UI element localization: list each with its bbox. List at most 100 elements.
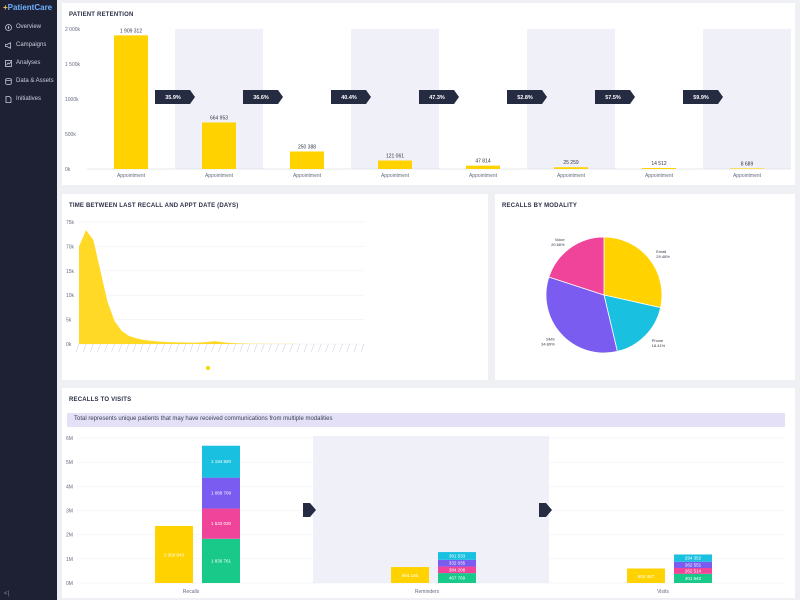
x-tick-mark	[168, 343, 172, 353]
recalls-to-visits-title: RECALLS TO VISITS	[69, 397, 132, 403]
x-tick-mark	[318, 343, 322, 353]
stack-segment-label: 384 208	[449, 567, 466, 572]
x-tick-mark	[261, 343, 265, 353]
stack-segment-label: 332 035	[449, 561, 466, 566]
retention-category-label: Appointment	[645, 173, 674, 179]
conversion-step-arrow	[155, 90, 195, 104]
stack-segment	[202, 477, 240, 509]
recall-time-chart: 75k 70k 15k 10k 5k 0k	[66, 220, 365, 353]
sidebar-item-campaigns[interactable]: Campaigns	[0, 36, 57, 54]
retention-bar	[378, 160, 412, 169]
sidebar-item-analyses[interactable]: Analyses	[0, 54, 57, 72]
total-bar-label: 664 140	[402, 573, 419, 578]
y-tick-label: 4M	[66, 484, 73, 490]
retention-bar	[466, 165, 500, 169]
stack-segment	[202, 508, 240, 539]
retention-bar	[554, 167, 588, 169]
x-tick-mark	[246, 343, 251, 353]
retention-bar	[642, 167, 676, 169]
stack-segment-label: 1 194 820	[211, 459, 232, 464]
retention-bar	[290, 151, 324, 169]
patient-retention-card: PATIENT RETENTION 2 000k 1 500k 1000k 500k 0…	[62, 3, 795, 185]
collapse-sidebar-button[interactable]: <|	[4, 591, 10, 597]
stack-segment	[202, 445, 240, 478]
pie-slice-email	[603, 236, 663, 309]
x-tick-mark	[189, 343, 194, 353]
app-logo[interactable]: +PatientCare	[3, 3, 53, 12]
retention-category-label: Appointment	[557, 173, 586, 179]
x-tick-mark	[232, 343, 236, 353]
retention-category-label: Appointment	[205, 173, 234, 179]
conversion-step-label: 52.8%	[517, 95, 533, 101]
legend-swatch	[206, 366, 210, 370]
conversion-step-arrow	[331, 90, 371, 104]
sidebar-item-label: Overview	[16, 24, 42, 30]
x-tick-mark	[211, 343, 215, 353]
y-tick-label: 10k	[66, 293, 75, 299]
document-icon	[5, 95, 12, 103]
pie-slice-label: Phone	[652, 338, 664, 343]
megaphone-icon	[5, 41, 11, 49]
x-tick-mark	[97, 343, 101, 353]
pie-slice-percent: 29.48%	[656, 254, 670, 259]
x-tick-mark	[253, 343, 258, 353]
sidebar-item-initiatives[interactable]: Initiatives	[0, 90, 57, 108]
x-tick-mark	[275, 343, 279, 353]
x-tick-mark	[82, 343, 87, 353]
stack-segment	[202, 538, 240, 583]
recall-time-legend[interactable]	[206, 366, 213, 370]
sidebar-item-label: Initiatives	[16, 96, 42, 102]
y-tick-label: 5M	[66, 460, 73, 466]
conversion-step-arrow	[595, 90, 635, 104]
stack-segment-label: 1 836 761	[211, 558, 232, 563]
compass-icon	[5, 23, 12, 31]
y-tick-label: 500k	[65, 132, 76, 138]
x-tick-mark	[139, 343, 144, 353]
retention-value-label: 1 909 312	[120, 28, 142, 34]
retention-value-label: 8 689	[741, 161, 754, 167]
retention-bar	[730, 168, 764, 169]
sidebar-item-overview[interactable]: Overview	[0, 18, 57, 36]
x-tick-mark	[268, 343, 272, 353]
stack-segment-label: 262 551	[685, 562, 702, 567]
y-tick-label: 1 500k	[65, 62, 81, 68]
x-tick-mark	[175, 343, 179, 353]
x-tick-mark	[325, 343, 329, 353]
retention-value-label: 25 259	[563, 160, 579, 166]
x-tick-mark	[111, 343, 115, 353]
conversion-step-label: 35.9%	[165, 95, 181, 101]
x-tick-mark	[90, 343, 94, 353]
x-tick-mark	[147, 343, 151, 353]
x-tick-mark	[289, 343, 293, 353]
retention-category-label: Appointment	[469, 173, 498, 179]
total-bar	[155, 525, 193, 583]
retention-category-label: Appointment	[117, 173, 146, 179]
step-arrow	[303, 503, 316, 517]
y-tick-label: 75k	[66, 220, 75, 226]
recall-time-card: TIME BETWEEN LAST RECALL AND APPT DATE (…	[62, 194, 488, 380]
stack-segment	[438, 573, 476, 583]
x-tick-mark	[125, 343, 130, 353]
column-band	[313, 436, 549, 583]
retention-category-label: Appointment	[381, 173, 410, 179]
recalls-by-modality-title: RECALLS BY MODALITY	[502, 203, 578, 209]
sidebar-item-label: Data & Assets	[16, 78, 54, 84]
y-tick-label: 3M	[66, 509, 73, 515]
stack-segment-label: 467 769	[449, 576, 466, 581]
visits-area-series	[79, 230, 364, 344]
pie-slice-label: SMS	[546, 336, 555, 341]
y-tick-label: 0k	[65, 167, 71, 173]
y-tick-label: 0k	[66, 342, 72, 348]
stack-segment-label: 1 088 709	[211, 491, 232, 496]
pie-slice-label: Voice	[555, 237, 566, 242]
x-tick-mark	[118, 343, 122, 353]
y-tick-label: 2 000k	[65, 27, 81, 33]
x-tick-mark	[196, 343, 201, 353]
sidebar-item-label: Analyses	[16, 60, 41, 66]
y-tick-label: 5k	[66, 318, 72, 324]
sidebar-item-data-assets[interactable]: Data & Assets	[0, 72, 57, 90]
stack-segment-label: 262 514	[685, 568, 702, 573]
y-tick-label: 2M	[66, 533, 73, 539]
pie-slice-sms	[545, 276, 618, 354]
stack-segment	[674, 554, 712, 562]
